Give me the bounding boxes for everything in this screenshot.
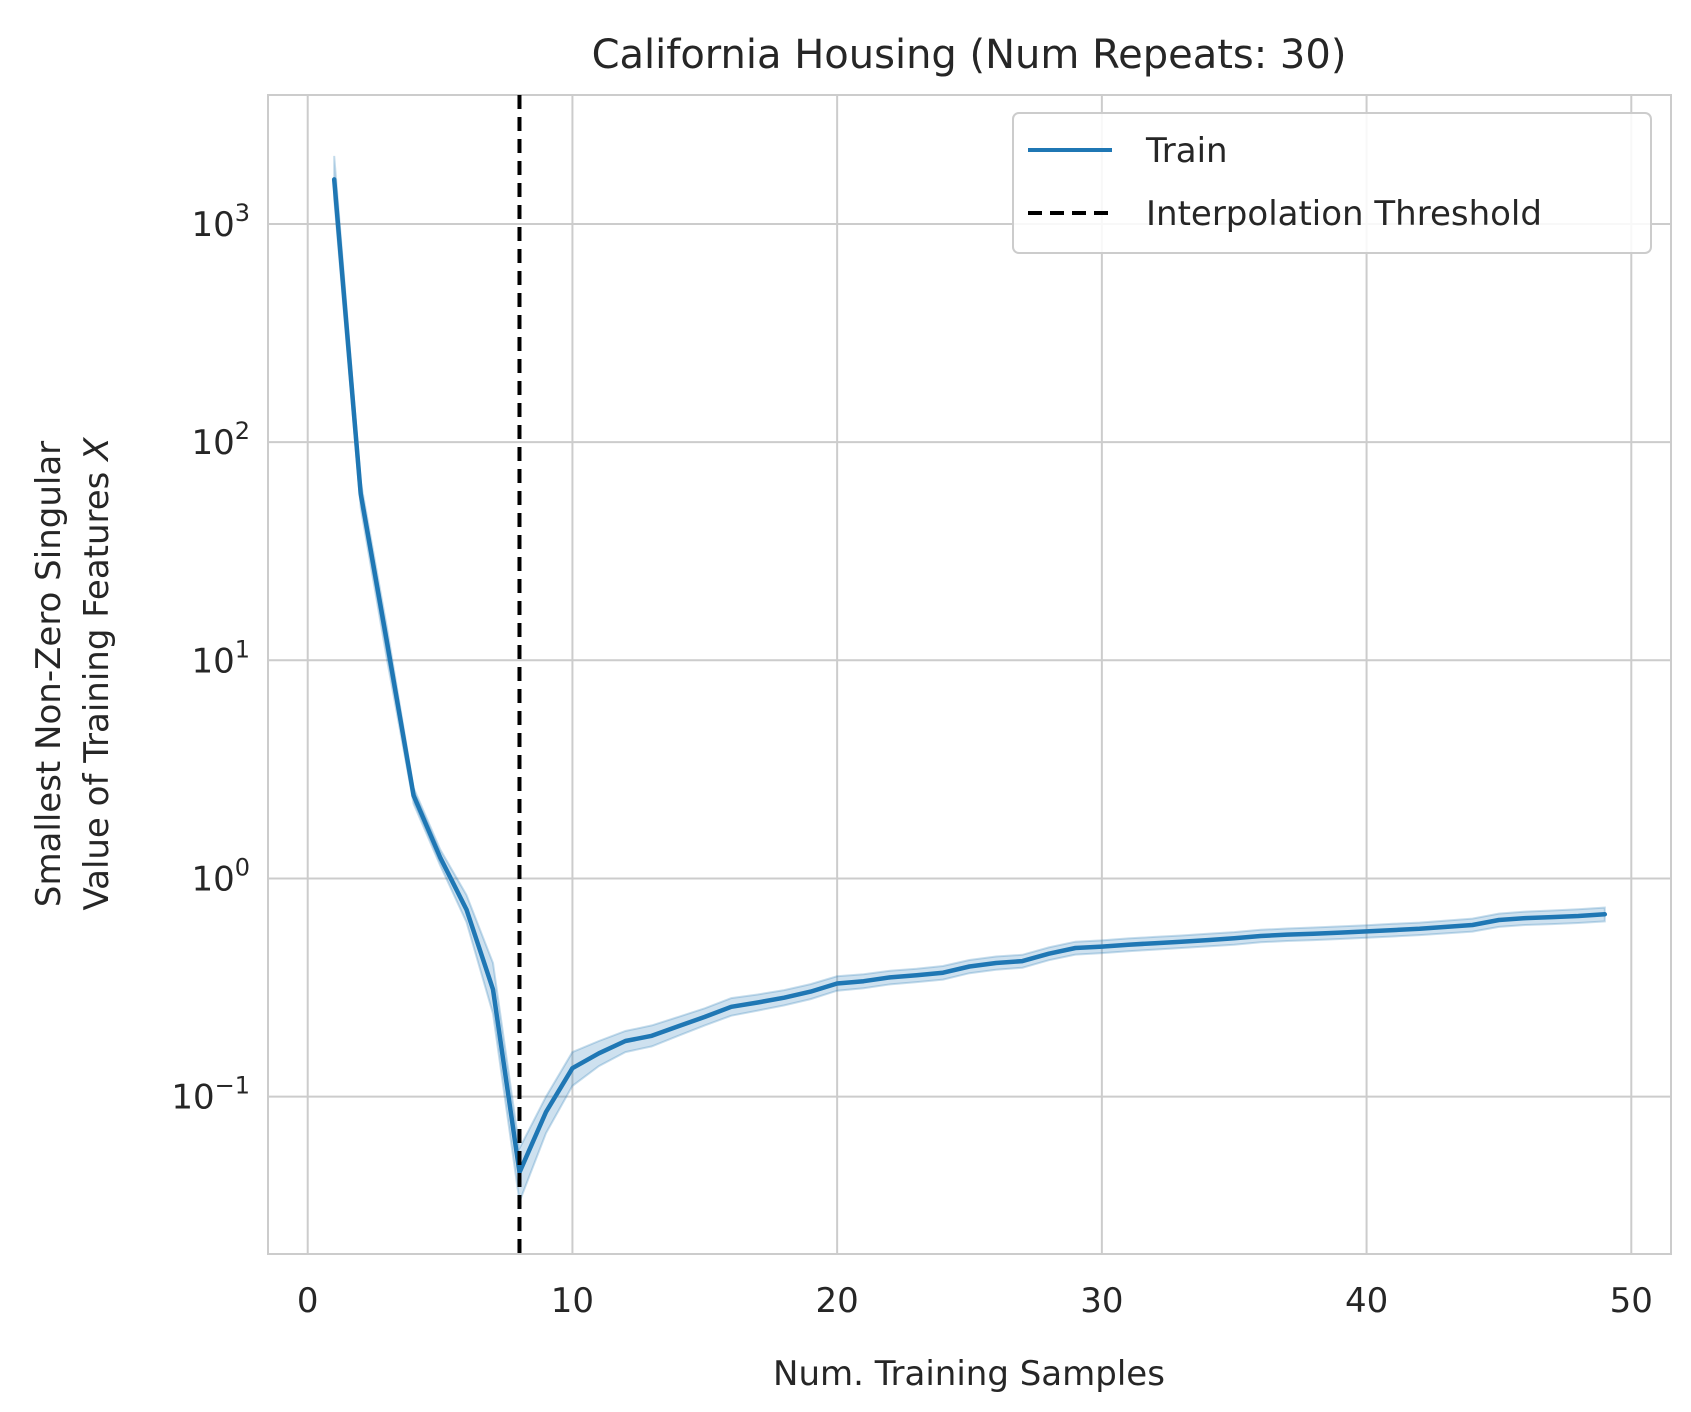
- x-axis-label: Num. Training Samples: [773, 1354, 1165, 1394]
- x-tick-label-0: 0: [297, 1281, 319, 1321]
- x-tick-label-10: 10: [551, 1281, 594, 1321]
- plot-area-frame: [267, 94, 1672, 1255]
- series-0-band: [333, 155, 1606, 1206]
- x-tick-label-30: 30: [1080, 1281, 1123, 1321]
- legend-train-label: Train: [1145, 131, 1228, 171]
- y-tick-label-1: 102: [191, 417, 250, 463]
- legend-box: [1012, 112, 1652, 254]
- y-tick-label-0: 103: [191, 199, 250, 245]
- legend: Train Interpolation Threshold: [1012, 112, 1652, 254]
- x-tick-label-20: 20: [816, 1281, 859, 1321]
- tick-labels: 0 10 20 30 40 50 103 102 101 100 10−1: [171, 199, 1653, 1321]
- y-tick-label-2: 101: [191, 635, 250, 681]
- gridlines: [268, 95, 1671, 1254]
- y-tick-label-3: 100: [191, 853, 250, 899]
- y-axis-label-line-1: Smallest Non-Zero Singular: [29, 441, 69, 907]
- y-tick-label-4: 10−1: [171, 1072, 250, 1118]
- legend-threshold-label: Interpolation Threshold: [1146, 194, 1542, 234]
- x-tick-label-40: 40: [1345, 1281, 1388, 1321]
- series-0-line: [331, 177, 1608, 1175]
- series-lines: [331, 177, 1608, 1175]
- confidence-band: [333, 155, 1606, 1206]
- chart-title: California Housing (Num Repeats: 30): [592, 32, 1347, 78]
- x-tick-label-50: 50: [1610, 1281, 1653, 1321]
- y-axis-label-line-2: Value of Training Features X: [77, 437, 117, 911]
